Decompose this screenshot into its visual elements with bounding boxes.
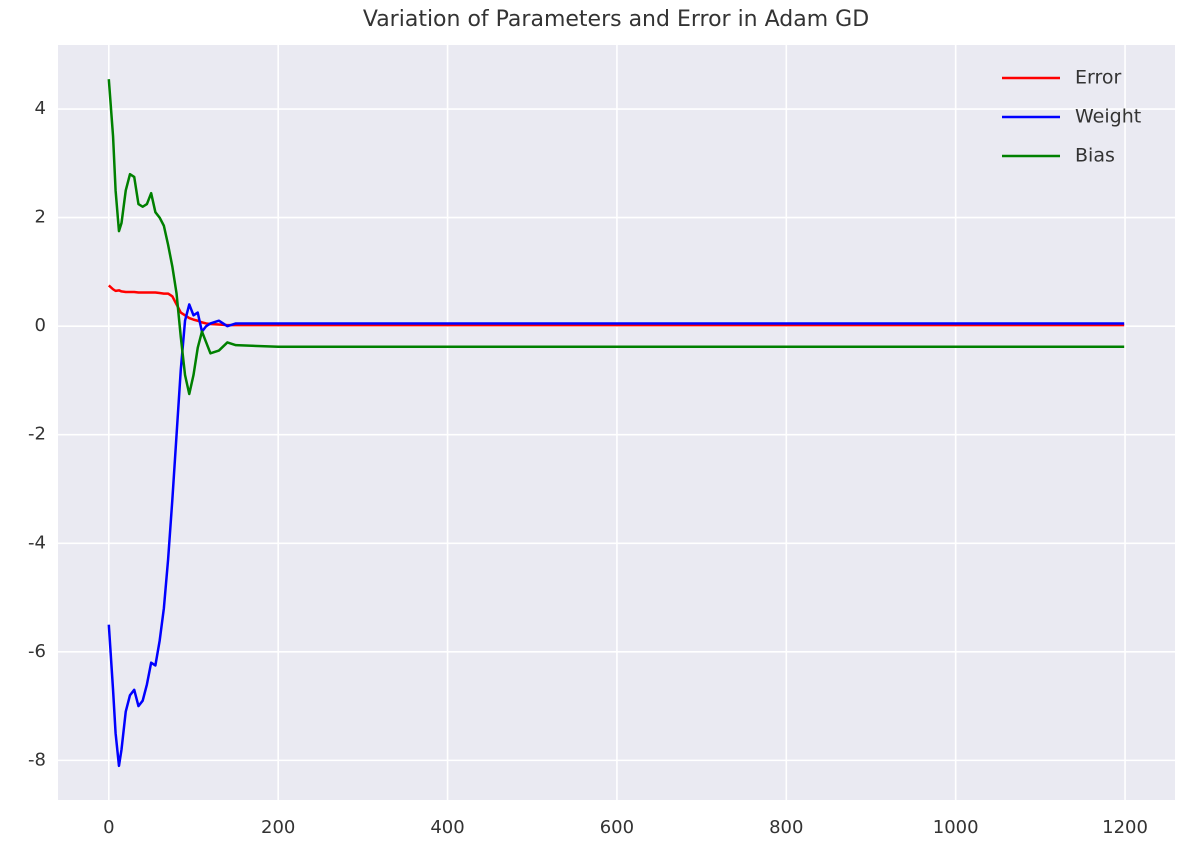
x-tick-label: 200: [261, 817, 295, 838]
chart-title: Variation of Parameters and Error in Ada…: [363, 7, 869, 32]
x-tick-label: 800: [769, 817, 803, 838]
x-tick-label: 0: [103, 817, 114, 838]
legend-label: Error: [1075, 67, 1122, 89]
y-tick-label: -2: [28, 424, 46, 445]
x-tick-label: 600: [600, 817, 634, 838]
x-tick-label: 1200: [1102, 817, 1148, 838]
legend-label: Weight: [1075, 106, 1141, 128]
line-series: [107, 79, 1125, 396]
y-tick-label: -8: [28, 749, 46, 770]
x-tick-label: 1000: [933, 817, 979, 838]
y-tick-label: -4: [28, 532, 46, 553]
y-tick-label: -6: [28, 641, 46, 662]
legend-label: Bias: [1075, 145, 1115, 167]
y-tick-label: 4: [35, 98, 46, 119]
y-tick-label: 2: [35, 207, 46, 228]
line-series: [107, 303, 1125, 768]
y-tick-label: 0: [35, 315, 46, 336]
x-tick-label: 400: [430, 817, 464, 838]
